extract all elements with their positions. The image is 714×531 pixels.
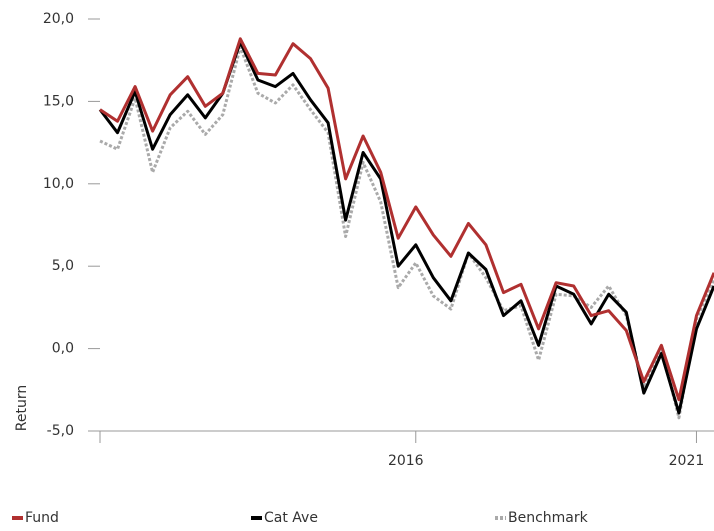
series-line: [98, 40, 714, 415]
legend-label: Cat Ave: [264, 510, 318, 526]
y-tick-label: 5,0: [52, 258, 74, 274]
series-line: [99, 37, 714, 402]
series-line: [99, 45, 714, 420]
y-tick-label: 15,0: [43, 93, 74, 109]
y-tick-label: -5,0: [47, 423, 74, 439]
x-tick-label: 2021: [669, 453, 705, 469]
y-tick-label: 20,0: [43, 11, 74, 27]
legend-label: Fund: [25, 510, 59, 526]
y-tick-label: 0,0: [52, 341, 74, 357]
y-axis-label: Return: [14, 385, 30, 431]
y-tick-label: 10,0: [43, 176, 74, 192]
legend-label: Benchmark: [508, 510, 589, 526]
x-tick-label: 2016: [388, 453, 424, 469]
